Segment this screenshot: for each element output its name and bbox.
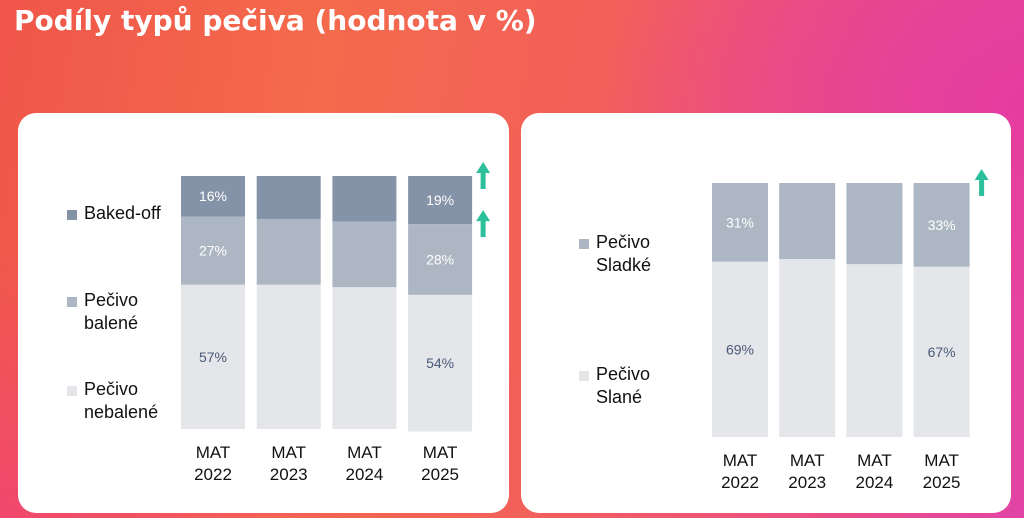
legend-swatch-pecivo-balene	[67, 297, 77, 307]
data-label-pecivo-sladke-mat-2025: 33%	[928, 217, 956, 233]
bar-pecivo-nebalene-mat-2024	[332, 287, 397, 429]
bar-pecivo-sladke-mat-2023	[779, 183, 836, 260]
bar-pecivo-slane-mat-2022	[712, 261, 768, 437]
legend-swatch-pecivo-sladke	[579, 239, 589, 249]
legend-swatch-baked-off	[67, 210, 77, 220]
x-tick-label-mat-2025: MAT 2025	[923, 451, 961, 492]
stacked-bar-chart-sweet-savory: 31% 69% MAT 2022 MAT 2023 MAT 2024 33% 67% MAT 2025…	[579, 169, 989, 492]
stacked-bar-chart-packaging: 16% 27% 57% MAT 2022 MAT 2023 MAT 2024 19% 28% 54% M…	[67, 162, 491, 484]
bar-pecivo-balene-mat-2025	[408, 224, 473, 295]
bar-pecivo-nebalene-mat-2023	[256, 284, 321, 429]
bar-pecivo-sladke-mat-2024	[846, 183, 903, 265]
x-tick-label-mat-2024: MAT 2024	[345, 443, 383, 484]
page-title: Podíly typů pečiva (hodnota v %)	[14, 4, 537, 37]
bar-pecivo-slane-mat-2024	[846, 264, 903, 437]
data-label-pecivo-balene-mat-2025: 28%	[426, 251, 454, 267]
data-label-pecivo-sladke-mat-2022: 31%	[726, 214, 754, 230]
bar-pecivo-slane-mat-2023	[779, 259, 836, 437]
legend-label-pecivo-slane: Pečivo Slané	[596, 364, 650, 407]
bar-baked-off-mat-2025	[408, 176, 473, 225]
bar-pecivo-slane-mat-2025	[913, 266, 970, 437]
legend-label-pecivo-balene: Pečivo balené	[84, 290, 138, 333]
data-label-pecivo-slane-mat-2022: 69%	[726, 341, 754, 357]
legend-label-pecivo-nebalene: Pečivo nebalené	[84, 379, 158, 422]
legend-label-baked-off: Baked-off	[84, 203, 162, 223]
x-tick-label-mat-2025: MAT 2025	[421, 443, 459, 484]
x-tick-label-mat-2024: MAT 2024	[855, 451, 893, 492]
x-tick-label-mat-2023: MAT 2023	[788, 451, 826, 492]
bar-pecivo-nebalene-mat-2025	[408, 294, 473, 432]
trend-up-arrow-icon-pecivo-balene	[476, 210, 491, 238]
legend-label-pecivo-sladke: Pečivo Sladké	[596, 232, 651, 275]
trend-up-arrow-icon-pecivo-sladke	[974, 169, 989, 196]
data-label-pecivo-nebalene-mat-2025: 54%	[426, 355, 454, 371]
trend-up-arrow-icon-baked-off	[476, 162, 491, 189]
bar-pecivo-sladke-mat-2025	[913, 183, 970, 267]
bar-baked-off-mat-2023	[256, 176, 321, 220]
bar-pecivo-balene-mat-2024	[332, 221, 397, 288]
x-tick-label-mat-2022: MAT 2022	[194, 443, 232, 484]
x-tick-label-mat-2023: MAT 2023	[270, 443, 308, 484]
legend-swatch-pecivo-nebalene	[67, 386, 77, 396]
bar-pecivo-balene-mat-2022	[181, 216, 245, 285]
bar-pecivo-nebalene-mat-2022	[181, 284, 245, 429]
data-label-pecivo-balene-mat-2022: 27%	[199, 243, 227, 259]
bar-pecivo-balene-mat-2023	[256, 219, 321, 285]
bar-pecivo-sladke-mat-2022	[712, 183, 768, 262]
data-label-pecivo-nebalene-mat-2022: 57%	[199, 349, 227, 365]
chart-panel-sweet-savory: 31% 69% MAT 2022 MAT 2023 MAT 2024 33% 67% MAT 2025…	[521, 113, 1011, 513]
chart-panel-bakery-packaging: 16% 27% 57% MAT 2022 MAT 2023 MAT 2024 19% 28% 54% M…	[18, 113, 509, 513]
x-tick-label-mat-2022: MAT 2022	[721, 451, 759, 492]
data-label-pecivo-slane-mat-2025: 67%	[928, 344, 956, 360]
data-label-baked-off-mat-2022: 16%	[199, 188, 227, 204]
bar-baked-off-mat-2022	[181, 176, 245, 217]
legend-swatch-pecivo-slane	[579, 371, 589, 381]
bar-baked-off-mat-2024	[332, 176, 397, 222]
data-label-baked-off-mat-2025: 19%	[426, 192, 454, 208]
